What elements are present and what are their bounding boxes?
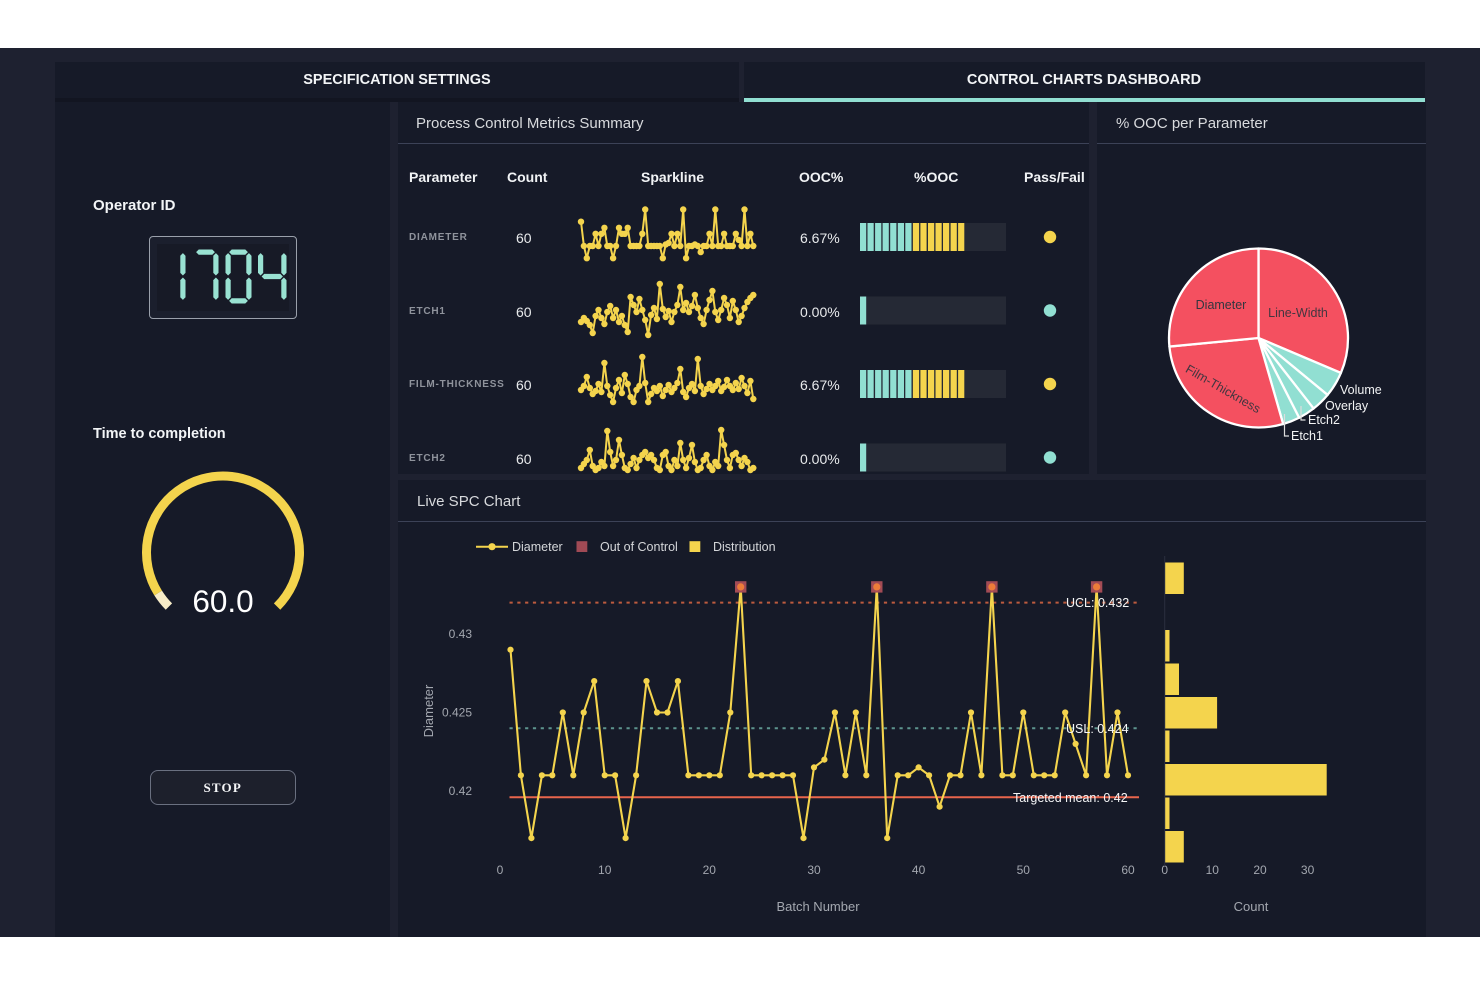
- svg-text:60: 60: [1121, 863, 1135, 877]
- svg-text:Diameter: Diameter: [1196, 298, 1247, 312]
- svg-text:0.42: 0.42: [449, 784, 473, 798]
- svg-text:USL: 0.424: USL: 0.424: [1066, 722, 1129, 736]
- svg-text:20: 20: [703, 863, 717, 877]
- svg-text:Etch1: Etch1: [1291, 429, 1323, 443]
- svg-text:40: 40: [912, 863, 926, 877]
- svg-text:Line-Width: Line-Width: [1268, 306, 1328, 320]
- svg-text:0.425: 0.425: [442, 706, 472, 720]
- svg-text:20: 20: [1253, 863, 1267, 877]
- svg-text:60.0: 60.0: [192, 583, 253, 619]
- svg-text:Count: Count: [1234, 899, 1269, 914]
- svg-text:0.43: 0.43: [449, 627, 473, 641]
- svg-text:Diameter: Diameter: [512, 540, 563, 554]
- svg-text:50: 50: [1017, 863, 1031, 877]
- svg-text:30: 30: [807, 863, 821, 877]
- svg-text:Etch2: Etch2: [1308, 413, 1340, 427]
- svg-text:Batch Number: Batch Number: [776, 899, 860, 914]
- svg-text:Overlay: Overlay: [1325, 399, 1369, 413]
- svg-text:Distribution: Distribution: [713, 540, 776, 554]
- svg-text:10: 10: [1206, 863, 1220, 877]
- svg-text:Out of Control: Out of Control: [600, 540, 678, 554]
- svg-text:0: 0: [1161, 863, 1168, 877]
- svg-text:0: 0: [497, 863, 504, 877]
- svg-text:Targeted mean: 0.42: Targeted mean: 0.42: [1013, 791, 1128, 805]
- svg-text:UCL: 0.432: UCL: 0.432: [1066, 596, 1129, 610]
- svg-text:10: 10: [598, 863, 612, 877]
- svg-text:30: 30: [1301, 863, 1315, 877]
- svg-text:Volume: Volume: [1340, 383, 1382, 397]
- svg-text:Diameter: Diameter: [421, 684, 436, 737]
